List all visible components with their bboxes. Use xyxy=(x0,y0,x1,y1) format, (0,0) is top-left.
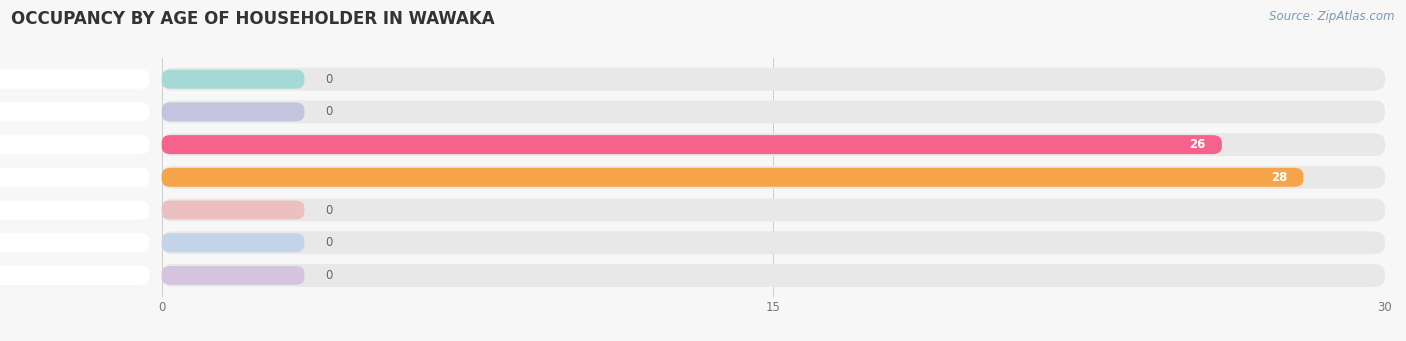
Text: 0: 0 xyxy=(325,105,332,118)
FancyBboxPatch shape xyxy=(162,198,1385,221)
FancyBboxPatch shape xyxy=(0,266,149,285)
FancyBboxPatch shape xyxy=(162,135,1222,154)
Text: 0: 0 xyxy=(325,73,332,86)
FancyBboxPatch shape xyxy=(162,264,1385,287)
Text: 26: 26 xyxy=(1189,138,1205,151)
FancyBboxPatch shape xyxy=(162,102,304,121)
FancyBboxPatch shape xyxy=(0,233,149,252)
FancyBboxPatch shape xyxy=(162,166,1385,189)
Text: 0: 0 xyxy=(325,236,332,249)
FancyBboxPatch shape xyxy=(162,101,1385,123)
FancyBboxPatch shape xyxy=(162,201,304,220)
FancyBboxPatch shape xyxy=(0,135,149,154)
FancyBboxPatch shape xyxy=(0,102,149,121)
FancyBboxPatch shape xyxy=(162,133,1385,156)
FancyBboxPatch shape xyxy=(162,70,304,89)
FancyBboxPatch shape xyxy=(162,231,1385,254)
FancyBboxPatch shape xyxy=(0,168,149,187)
Text: 0: 0 xyxy=(325,204,332,217)
FancyBboxPatch shape xyxy=(162,233,304,252)
FancyBboxPatch shape xyxy=(162,266,304,285)
FancyBboxPatch shape xyxy=(162,168,1303,187)
FancyBboxPatch shape xyxy=(0,70,149,89)
Text: Source: ZipAtlas.com: Source: ZipAtlas.com xyxy=(1270,10,1395,23)
Text: 28: 28 xyxy=(1271,171,1286,184)
Text: 0: 0 xyxy=(325,269,332,282)
FancyBboxPatch shape xyxy=(0,201,149,220)
FancyBboxPatch shape xyxy=(162,68,1385,91)
Text: OCCUPANCY BY AGE OF HOUSEHOLDER IN WAWAKA: OCCUPANCY BY AGE OF HOUSEHOLDER IN WAWAK… xyxy=(11,10,495,28)
